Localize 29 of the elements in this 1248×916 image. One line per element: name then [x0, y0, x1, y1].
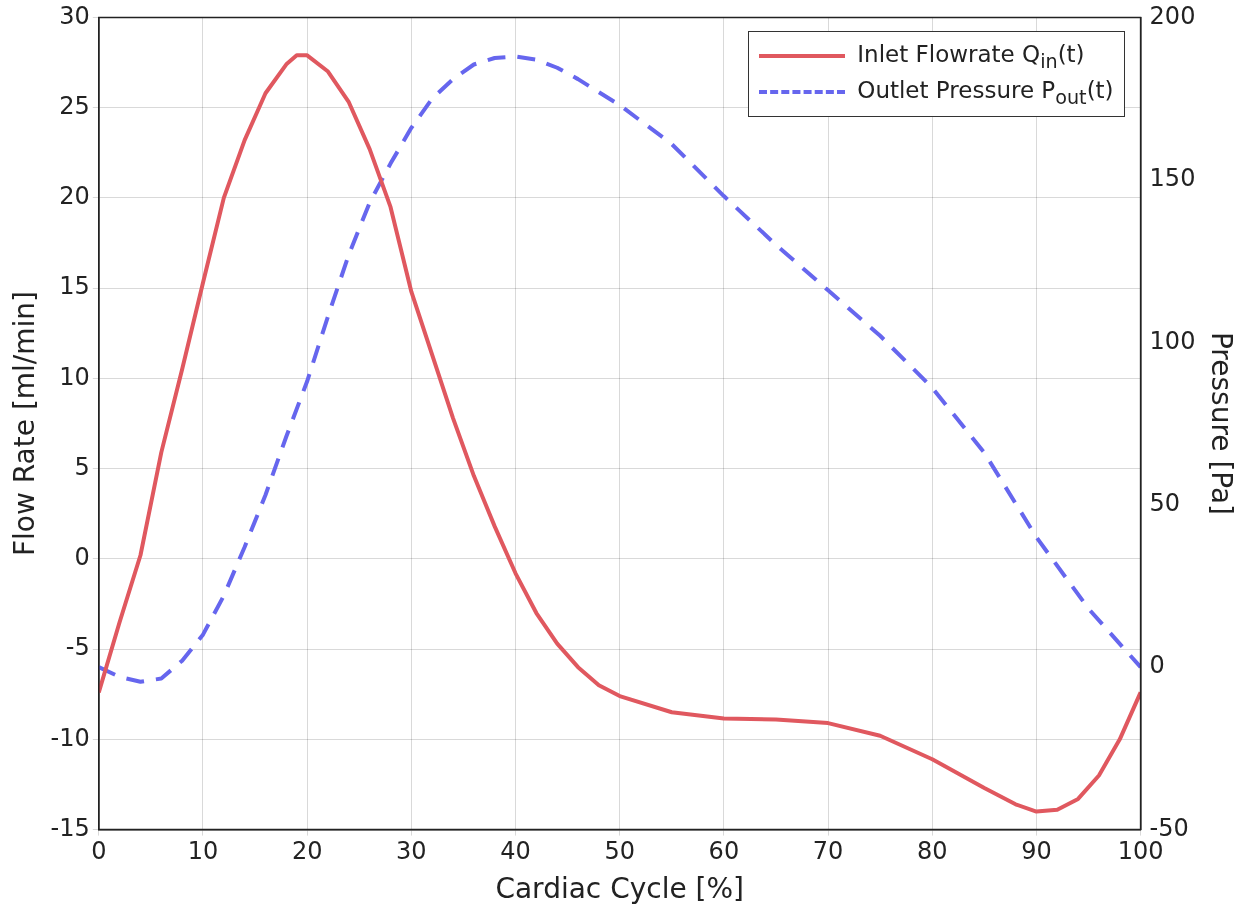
legend-label: Outlet Pressure P$_{out}$(t) — [857, 76, 1114, 109]
x-tick-label: 60 — [708, 837, 740, 866]
y-tick-label: -10 — [50, 723, 90, 752]
y2-tick-label: 50 — [1149, 488, 1181, 517]
y2-tick-label: 0 — [1149, 651, 1165, 680]
x-tick-label: 80 — [916, 837, 948, 866]
y2-axis-title: Pressure [Pa] — [1204, 331, 1238, 516]
x-tick-label: 10 — [187, 837, 219, 866]
x-tick-label: 40 — [500, 837, 531, 866]
y-tick-label: 5 — [74, 452, 90, 481]
x-tick-label: 50 — [604, 837, 635, 866]
y-tick-label: 10 — [59, 362, 90, 391]
x-tick-label: 20 — [291, 837, 323, 866]
y-tick-label: 30 — [59, 1, 90, 30]
y-tick-label: 15 — [59, 272, 90, 301]
y2-tick-label: 200 — [1149, 1, 1196, 30]
y-tick-label: 20 — [59, 182, 90, 211]
y2-tick-label: 150 — [1149, 164, 1196, 193]
y-tick-label: 25 — [59, 91, 90, 120]
y-axis-title: Flow Rate [ml/min] — [8, 290, 42, 557]
y2-tick-label: 100 — [1149, 326, 1196, 355]
x-axis-title: Cardiac Cycle [%] — [495, 872, 744, 906]
x-tick-label: 90 — [1021, 837, 1052, 866]
y-tick-label: -5 — [65, 633, 90, 662]
y-tick-label: 0 — [74, 543, 90, 572]
x-tick-label: 30 — [396, 837, 427, 866]
legend-label: Inlet Flowrate Q$_{in}$(t) — [857, 40, 1085, 73]
y-tick-label: -15 — [50, 813, 90, 842]
x-tick-label: 70 — [812, 837, 844, 866]
